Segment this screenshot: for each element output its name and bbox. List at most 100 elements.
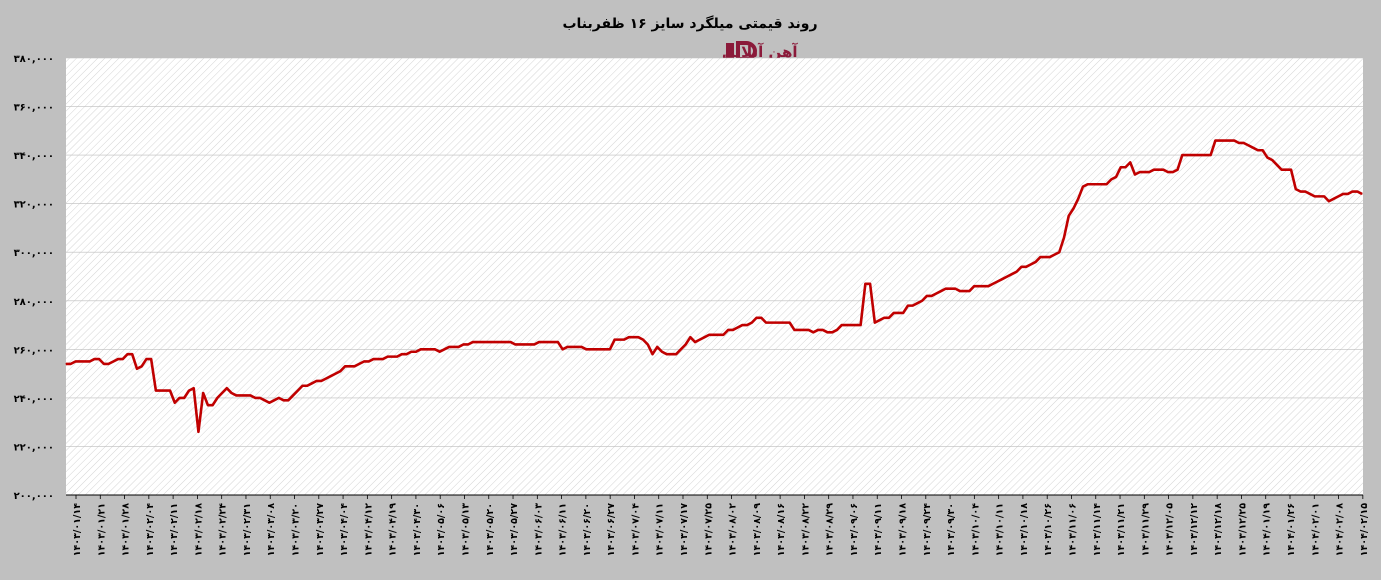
- price-point: [1186, 154, 1188, 156]
- price-point: [1304, 190, 1306, 193]
- x-axis-ticks: ۱۴۰۳/۰۱/۱۴ ۱۴۰۳/۰۱/۲۱ ۱۴۰۳/۰۱/۲۸ ۱۴۰۳/۰۲/۰۴…: [72, 495, 1370, 556]
- price-point: [642, 339, 644, 341]
- x-tick-label: ۱۴۰۳/۰۲/۱۸: [193, 503, 204, 557]
- price-point: [552, 341, 554, 343]
- x-tick-label: ۱۴۰۳/۰۳/۰۸: [266, 503, 277, 557]
- price-point: [1025, 266, 1027, 268]
- x-tick-label: ۱۴۰۳/۱۱/۱۴: [1092, 503, 1103, 557]
- price-point: [1016, 271, 1018, 273]
- price-point: [921, 300, 923, 302]
- price-point: [249, 394, 252, 397]
- price-point: [1285, 169, 1287, 171]
- price-point: [514, 343, 516, 346]
- price-point: [1001, 278, 1004, 280]
- price-point: [1252, 147, 1254, 149]
- price-point: [964, 290, 966, 292]
- price-point: [940, 290, 942, 292]
- x-tick-label: ۱۴۰۳/۰۶/۱۱: [558, 503, 569, 556]
- x-tick-label: ۱۴۰۳/۰۶/۰۳: [533, 503, 544, 557]
- price-point: [651, 353, 654, 355]
- x-tick-label: ۱۴۰۳/۰۵/۱۳: [460, 503, 471, 557]
- price-point: [916, 302, 918, 304]
- price-point: [1153, 169, 1155, 171]
- price-point: [74, 360, 77, 363]
- price-point: [845, 324, 848, 326]
- price-point: [609, 348, 611, 350]
- x-tick-label: ۱۴۰۴/۰۲/۰۸: [1335, 503, 1346, 557]
- price-point: [491, 341, 493, 343]
- price-point: [462, 343, 464, 346]
- y-tick-label: ۲۶۰,۰۰۰: [14, 345, 54, 356]
- price-point: [1347, 193, 1349, 195]
- price-point: [443, 348, 445, 350]
- price-point: [160, 390, 162, 392]
- price-point: [987, 285, 989, 287]
- price-point: [902, 312, 904, 314]
- x-tick-label: ۱۴۰۳/۰۹/۲۴: [922, 503, 933, 557]
- price-point: [1167, 171, 1169, 173]
- x-tick-label: ۱۴۰۳/۱۲/۱۲: [1189, 503, 1200, 557]
- price-point: [732, 329, 734, 331]
- price-point: [670, 353, 673, 355]
- price-point: [349, 365, 351, 367]
- price-point: [316, 380, 318, 382]
- price-point: [353, 365, 356, 367]
- price-point: [817, 329, 819, 331]
- price-point: [103, 363, 105, 365]
- price-point: [1257, 149, 1259, 151]
- price-point: [992, 283, 994, 285]
- x-tick-label: ۱۴۰۳/۰۲/۳۱: [242, 503, 253, 556]
- price-point: [1361, 193, 1363, 195]
- price-point: [212, 404, 214, 406]
- price-point: [1120, 166, 1122, 168]
- price-point: [557, 341, 559, 343]
- price-point: [836, 329, 838, 331]
- price-point: [585, 348, 587, 350]
- price-point: [1044, 256, 1046, 258]
- price-point: [387, 356, 389, 358]
- price-point: [268, 402, 270, 404]
- price-point: [528, 343, 531, 346]
- x-tick-label: ۱۴۰۳/۰۷/۲۵: [703, 503, 714, 557]
- price-point: [685, 343, 687, 346]
- x-tick-label: ۱۴۰۳/۰۳/۲۰: [291, 503, 302, 556]
- price-point: [770, 322, 772, 324]
- price-point: [1039, 256, 1041, 258]
- x-tick-label: ۱۴۰۳/۰۴/۱۹: [388, 503, 399, 557]
- price-point: [590, 348, 592, 350]
- price-point: [245, 394, 247, 397]
- price-point: [1134, 173, 1136, 176]
- price-point: [141, 365, 143, 367]
- price-point: [1195, 154, 1198, 156]
- price-point: [325, 377, 327, 380]
- price-point: [287, 399, 289, 401]
- price-point: [694, 341, 696, 343]
- price-point: [543, 341, 545, 343]
- price-point: [297, 390, 299, 392]
- x-tick-label: ۱۴۰۳/۰۹/۰۶: [849, 503, 860, 556]
- price-point: [1082, 186, 1084, 188]
- price-point: [145, 358, 148, 360]
- price-point: [538, 341, 540, 343]
- x-tick-label: ۱۴۰۳/۱۰/۰۴: [970, 503, 981, 557]
- price-point: [765, 322, 767, 324]
- price-point: [131, 353, 133, 355]
- price-point: [878, 319, 881, 321]
- price-point: [439, 351, 441, 353]
- price-point: [1162, 169, 1164, 171]
- price-point: [1328, 200, 1330, 202]
- price-point: [628, 336, 630, 338]
- price-point: [1030, 263, 1032, 265]
- price-point: [1191, 154, 1193, 156]
- price-point: [751, 322, 753, 324]
- price-points: [65, 139, 1363, 433]
- x-tick-label: ۱۴۰۳/۰۷/۰۴: [630, 503, 641, 557]
- price-point: [680, 348, 682, 350]
- price-point: [1290, 169, 1292, 171]
- price-point: [1318, 195, 1321, 197]
- price-point: [481, 341, 483, 343]
- price-point: [1091, 183, 1093, 185]
- x-tick-label: ۱۴۰۴/۰۱/۱۹: [1262, 503, 1273, 557]
- price-point: [472, 341, 474, 343]
- x-tick-label: ۱۴۰۳/۰۴/۰۴: [339, 503, 350, 557]
